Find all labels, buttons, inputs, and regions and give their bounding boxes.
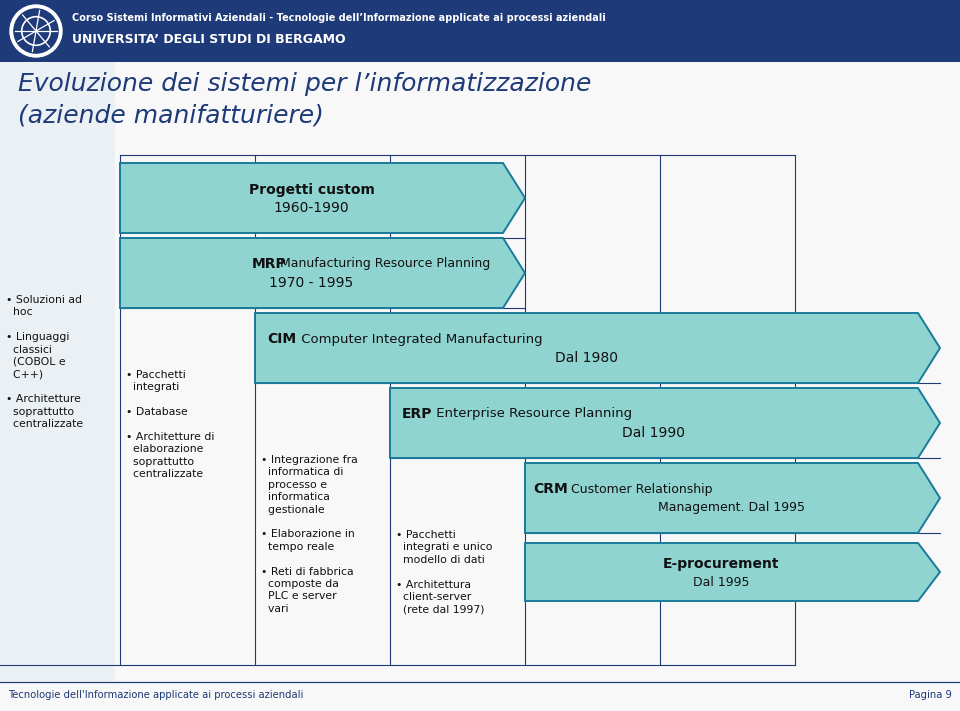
Text: ERP: ERP	[402, 407, 433, 421]
Text: Customer Relationship: Customer Relationship	[567, 483, 712, 496]
Text: 1970 - 1995: 1970 - 1995	[270, 276, 353, 290]
Text: Dal 1995: Dal 1995	[693, 575, 750, 589]
Text: MRP: MRP	[252, 257, 286, 271]
Text: CIM: CIM	[267, 332, 296, 346]
Circle shape	[13, 9, 59, 53]
Polygon shape	[120, 238, 525, 308]
Text: UNIVERSITA’ DEGLI STUDI DI BERGAMO: UNIVERSITA’ DEGLI STUDI DI BERGAMO	[72, 33, 346, 46]
Text: (aziende manifatturiere): (aziende manifatturiere)	[18, 104, 324, 128]
Polygon shape	[120, 163, 525, 233]
Bar	[0, 62, 115, 681]
Text: Enterprise Resource Planning: Enterprise Resource Planning	[432, 407, 632, 420]
Text: Evoluzione dei sistemi per l’informatizzazione: Evoluzione dei sistemi per l’informatizz…	[18, 72, 591, 96]
Polygon shape	[525, 463, 940, 533]
Circle shape	[10, 5, 62, 57]
Text: Pagina 9: Pagina 9	[909, 690, 952, 700]
Text: Manufacturing Resource Planning: Manufacturing Resource Planning	[276, 257, 491, 270]
Text: Progetti custom: Progetti custom	[249, 183, 374, 197]
Text: Management. Dal 1995: Management. Dal 1995	[658, 501, 805, 515]
Text: • Integrazione fra
  informatica di
  processo e
  informatica
  gestionale

• E: • Integrazione fra informatica di proces…	[261, 455, 358, 614]
Text: • Soluzioni ad
  hoc

• Linguaggi
  classici
  (COBOL e
  C++)

• Architetture
 : • Soluzioni ad hoc • Linguaggi classici …	[6, 295, 84, 429]
Text: CRM: CRM	[533, 482, 567, 496]
Text: • Pacchetti
  integrati e unico
  modello di dati

• Architettura
  client-serve: • Pacchetti integrati e unico modello di…	[396, 530, 492, 614]
Text: Corso Sistemi Informativi Aziendali - Tecnologie dell’Informazione applicate ai : Corso Sistemi Informativi Aziendali - Te…	[72, 13, 606, 23]
Text: 1960-1990: 1960-1990	[274, 201, 349, 215]
Text: E-procurement: E-procurement	[663, 557, 780, 571]
Text: Computer Integrated Manufacturing: Computer Integrated Manufacturing	[297, 333, 542, 346]
Polygon shape	[525, 543, 940, 601]
Text: Dal 1990: Dal 1990	[622, 426, 685, 440]
Text: Dal 1980: Dal 1980	[555, 351, 618, 365]
Bar	[0, 0, 960, 62]
Text: • Pacchetti
  integrati

• Database

• Architetture di
  elaborazione
  soprattu: • Pacchetti integrati • Database • Archi…	[126, 370, 214, 479]
Polygon shape	[255, 313, 940, 383]
Polygon shape	[390, 388, 940, 458]
Text: Tecnologie dell'Informazione applicate ai processi aziendali: Tecnologie dell'Informazione applicate a…	[8, 690, 303, 700]
